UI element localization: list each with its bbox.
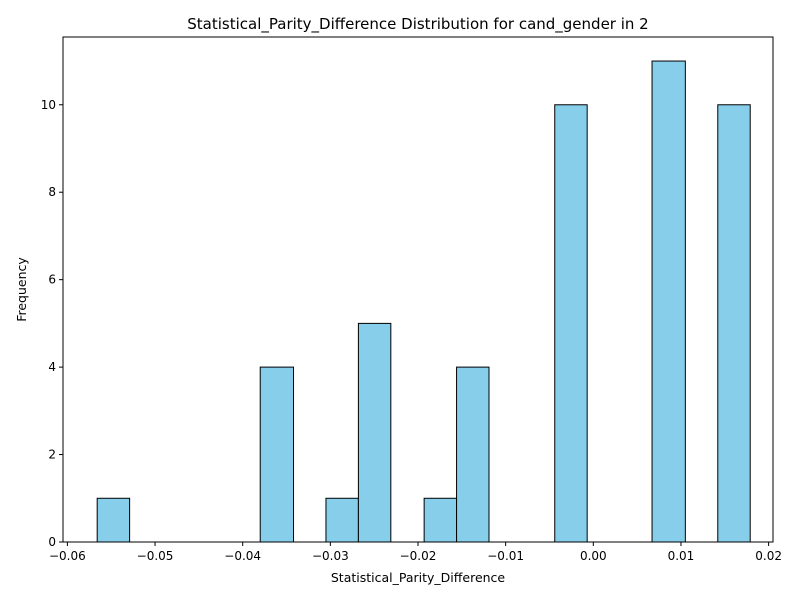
histogram-bars xyxy=(96,60,751,543)
y-tick-label: 6 xyxy=(48,273,56,287)
histogram-bar xyxy=(259,366,295,543)
x-tick-label: 0.01 xyxy=(668,549,695,563)
x-tick-label: 0.00 xyxy=(580,549,607,563)
y-axis-label: Frequency xyxy=(14,257,29,322)
chart-title: Statistical_Parity_Difference Distributi… xyxy=(187,15,648,34)
y-tick-label: 0 xyxy=(48,535,56,549)
x-tick-label: −0.05 xyxy=(137,549,174,563)
x-axis-label: Statistical_Parity_Difference xyxy=(331,570,506,585)
x-tick-label: −0.03 xyxy=(312,549,349,563)
histogram-bar xyxy=(651,60,686,543)
x-tick-label: −0.02 xyxy=(400,549,437,563)
histogram-bar xyxy=(96,497,131,543)
y-tick-label: 2 xyxy=(48,448,56,462)
histogram-bar xyxy=(325,497,359,543)
histogram-bar xyxy=(423,497,458,543)
histogram-bar xyxy=(357,322,392,543)
x-axis-ticks: −0.06 −0.05 −0.04 −0.03 −0.02 −0.01 0.00 0.01 0.… xyxy=(49,542,782,563)
y-axis-ticks: 0 2 4 6 8 10 xyxy=(41,98,63,549)
histogram-bar xyxy=(554,104,588,543)
x-tick-label: −0.04 xyxy=(224,549,261,563)
y-tick-label: 10 xyxy=(41,98,56,112)
x-tick-label: −0.01 xyxy=(487,549,524,563)
x-tick-label: −0.06 xyxy=(49,549,86,563)
y-tick-label: 8 xyxy=(48,185,56,199)
y-tick-label: 4 xyxy=(48,360,56,374)
histogram-bar xyxy=(717,104,751,543)
x-tick-label: 0.02 xyxy=(755,549,782,563)
histogram-bar xyxy=(456,366,490,543)
